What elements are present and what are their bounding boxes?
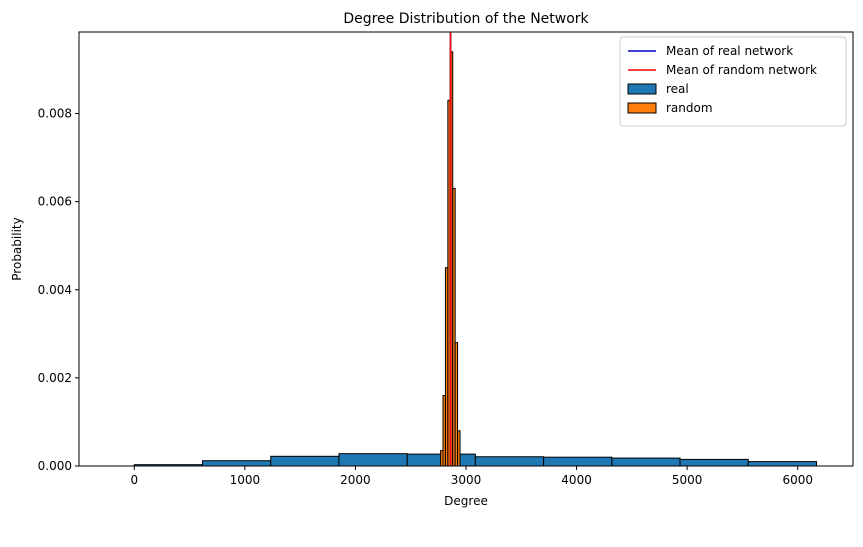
real-bar (611, 457, 681, 467)
real-bar (474, 456, 545, 467)
y-tick-label: 0.006 (38, 195, 72, 209)
real-bar (202, 460, 272, 467)
x-axis-label: Degree (444, 494, 488, 508)
legend-label: Mean of real network (666, 44, 793, 58)
chart-title: Degree Distribution of the Network (343, 11, 589, 27)
random-bar (457, 430, 461, 467)
legend-label: random (666, 101, 713, 115)
x-tick-label: 4000 (561, 473, 592, 487)
real-bar (747, 461, 818, 467)
y-tick-label: 0.000 (38, 459, 72, 473)
legend: Mean of real network Mean of random netwo… (619, 36, 847, 127)
legend-label: real (666, 82, 689, 96)
x-tick-label: 2000 (340, 473, 371, 487)
y-tick-label: 0.002 (38, 371, 72, 385)
x-tick-label: 3000 (451, 473, 482, 487)
legend-patch-swatch (627, 83, 657, 95)
x-axis-ticks: 0 1000 2000 3000 4000 5000 6000 (130, 466, 813, 487)
y-axis-label: Probability (10, 217, 24, 280)
real-bar (543, 456, 613, 467)
x-tick-label: 1000 (230, 473, 261, 487)
random-series (440, 51, 461, 467)
real-bar (679, 458, 749, 467)
legend-patch-swatch (627, 102, 657, 114)
x-tick-label: 6000 (782, 473, 813, 487)
y-axis-ticks: 0.000 0.002 0.004 0.006 0.008 (38, 107, 79, 473)
real-bar (270, 455, 340, 467)
y-tick-label: 0.004 (38, 283, 72, 297)
legend-label: Mean of random network (666, 63, 817, 77)
x-tick-label: 0 (130, 473, 138, 487)
real-bar (338, 453, 408, 467)
x-tick-label: 5000 (672, 473, 703, 487)
legend-box (619, 36, 847, 127)
y-tick-label: 0.008 (38, 107, 72, 121)
